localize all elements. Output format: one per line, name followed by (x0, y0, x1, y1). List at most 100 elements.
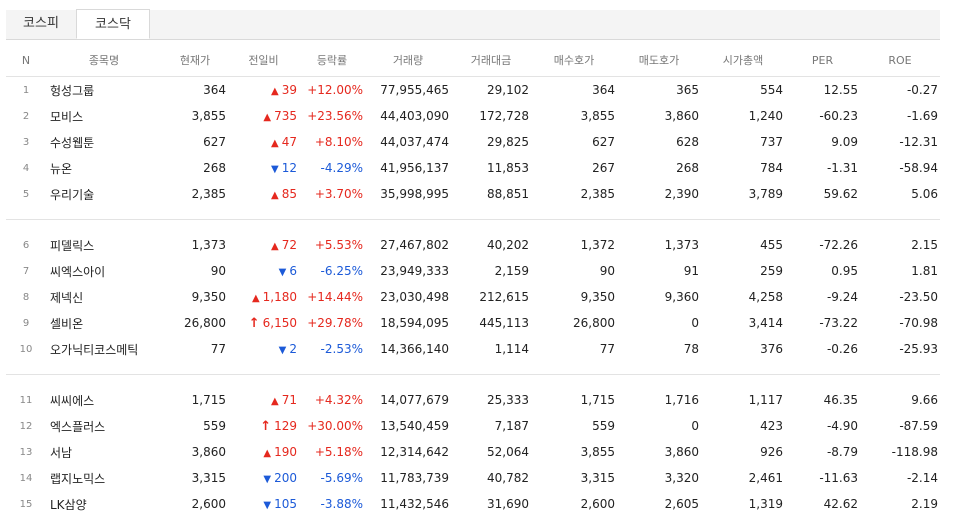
table-row[interactable]: 14 랩지노믹스 3,315 ▼ 200 -5.69% 11,783,739 40,782 3,… (6, 465, 940, 491)
market-cap: 3,789 (748, 187, 783, 201)
change-rate: +23.56% (307, 109, 363, 123)
table-row[interactable]: 13 서남 3,860 ▲ 190 +5.18% 12,314,642 52,064 3,855… (6, 439, 940, 465)
stock-name[interactable]: 서남 (50, 445, 73, 460)
roe: -87.59 (899, 419, 938, 433)
table-row[interactable]: 7 씨엑스아이 90 ▼ 6 -6.25% 23,949,333 2,159 90 91 259 0.… (6, 258, 940, 284)
stock-name[interactable]: 우리기술 (50, 187, 95, 202)
col-name: 종목명 (46, 44, 162, 77)
current-price: 26,800 (184, 316, 226, 330)
change-amount: ▲ 72 (228, 232, 299, 258)
table-row[interactable]: 12 엑스플러스 559 ↑ 129 +30.00% 13,540,459 7,187 559 0… (6, 413, 940, 439)
stock-table: N 종목명 현재가 전일비 등락률 거래량 거래대금 매수호가 매도호가 시가총… (6, 44, 940, 517)
volume: 14,077,679 (380, 393, 449, 407)
stock-name[interactable]: 피델릭스 (50, 238, 95, 253)
row-number: 9 (22, 317, 30, 329)
table-row[interactable]: 6 피델릭스 1,373 ▲ 72 +5.53% 27,467,802 40,202 1,372… (6, 232, 940, 258)
change-rate: -2.53% (320, 342, 363, 356)
volume: 23,949,333 (380, 264, 449, 278)
row-number: 11 (19, 394, 33, 406)
change-value: 190 (274, 445, 297, 459)
volume: 12,314,642 (380, 445, 449, 459)
current-price: 3,860 (191, 445, 226, 459)
roe: 9.66 (911, 393, 938, 407)
stock-name[interactable]: 엑스플러스 (50, 419, 106, 434)
table-row[interactable]: 8 제넥신 9,350 ▲ 1,180 +14.44% 23,030,498 212,615 9… (6, 284, 940, 310)
current-price: 9,350 (191, 290, 226, 304)
ask-price: 9,360 (664, 290, 699, 304)
current-price: 1,715 (191, 393, 226, 407)
stock-name[interactable]: 헝성그룹 (50, 83, 95, 98)
tab-kosdaq[interactable]: 코스닥 (76, 9, 150, 39)
col-mcap: 시가총액 (701, 44, 785, 77)
table-row[interactable]: 2 모비스 3,855 ▲ 735 +23.56% 44,403,090 172,728 3,8… (6, 103, 940, 129)
triangle-up-icon: ▲ (263, 448, 272, 459)
triangle-up-icon: ▲ (271, 138, 279, 149)
stock-name[interactable]: LK삼양 (50, 497, 87, 512)
current-price: 627 (203, 135, 226, 149)
change-amount: ▼ 2 (228, 336, 299, 362)
market-cap: 1,319 (748, 497, 783, 511)
triangle-up-icon: ▲ (271, 241, 279, 252)
ask-price: 78 (683, 342, 699, 356)
trade-amount: 172,728 (479, 109, 529, 123)
stock-name[interactable]: 랩지노믹스 (50, 471, 106, 486)
change-rate: -4.29% (320, 161, 363, 175)
change-rate: +8.10% (314, 135, 363, 149)
change-rate: -6.25% (320, 264, 363, 278)
ask-price: 3,860 (664, 109, 699, 123)
per: 42.62 (823, 497, 858, 511)
change-value: 2 (289, 342, 297, 356)
stock-name[interactable]: 오가닉티코스메틱 (50, 342, 139, 357)
table-row[interactable]: 10 오가닉티코스메틱 77 ▼ 2 -2.53% 14,366,140 1,114 77 78 3… (6, 336, 940, 362)
ask-price: 365 (676, 83, 699, 97)
row-number: 15 (19, 498, 33, 510)
change-value: 1,180 (262, 290, 297, 304)
roe: -0.27 (906, 83, 938, 97)
change-rate: +12.00% (307, 83, 363, 97)
table-row[interactable]: 4 뉴온 268 ▼ 12 -4.29% 41,956,137 11,853 267 268 784… (6, 155, 940, 181)
change-amount: ▲ 39 (228, 77, 299, 104)
stock-name[interactable]: 뉴온 (50, 161, 73, 176)
triangle-up-icon: ▲ (251, 293, 260, 304)
change-amount: ▲ 71 (228, 387, 299, 413)
stock-name[interactable]: 제넥신 (50, 290, 84, 305)
market-cap: 423 (760, 419, 783, 433)
triangle-down-icon: ▼ (271, 164, 279, 175)
market-cap: 926 (760, 445, 783, 459)
table-row[interactable]: 3 수성웹툰 627 ▲ 47 +8.10% 44,037,474 29,825 627 628 7… (6, 129, 940, 155)
row-number: 5 (22, 188, 30, 200)
stock-name[interactable]: 씨씨에스 (50, 393, 95, 408)
ask-price: 0 (691, 419, 699, 433)
row-number: 12 (19, 420, 33, 432)
volume: 35,998,995 (380, 187, 449, 201)
stock-name[interactable]: 씨엑스아이 (50, 264, 106, 279)
divider-cell (6, 362, 940, 375)
trade-amount: 212,615 (479, 290, 529, 304)
change-value: 129 (274, 418, 297, 433)
volume: 13,540,459 (380, 419, 449, 433)
change-rate: +5.18% (314, 445, 363, 459)
volume: 27,467,802 (380, 238, 449, 252)
change-rate: +30.00% (307, 419, 363, 433)
tab-kospi[interactable]: 코스피 (23, 16, 59, 31)
current-price: 1,373 (191, 238, 226, 252)
change-rate: +5.53% (314, 238, 363, 252)
bid-price: 90 (599, 264, 615, 278)
market-cap: 455 (760, 238, 783, 252)
triangle-down-icon: ▼ (263, 500, 272, 511)
trade-amount: 2,159 (494, 264, 529, 278)
col-roe: ROE (860, 44, 940, 77)
col-bid: 매수호가 (531, 44, 617, 77)
spacer-cell (6, 220, 940, 233)
trade-amount: 25,333 (487, 393, 529, 407)
table-row[interactable]: 11 씨씨에스 1,715 ▲ 71 +4.32% 14,077,679 25,333 1,71… (6, 387, 940, 413)
col-price: 현재가 (162, 44, 228, 77)
table-row[interactable]: 1 헝성그룹 364 ▲ 39 +12.00% 77,955,465 29,102 364 365… (6, 77, 940, 104)
table-row[interactable]: 5 우리기술 2,385 ▲ 85 +3.70% 35,998,995 88,851 2,385… (6, 181, 940, 207)
row-number: 8 (22, 291, 30, 303)
stock-name[interactable]: 셀비온 (50, 316, 84, 331)
stock-name[interactable]: 모비스 (50, 109, 84, 124)
stock-name[interactable]: 수성웹툰 (50, 135, 95, 150)
table-row[interactable]: 15 LK삼양 2,600 ▼ 105 -3.88% 11,432,546 31,690 2,6… (6, 491, 940, 517)
table-row[interactable]: 9 셀비온 26,800 ↑ 6,150 +29.78% 18,594,095 445,113… (6, 310, 940, 336)
